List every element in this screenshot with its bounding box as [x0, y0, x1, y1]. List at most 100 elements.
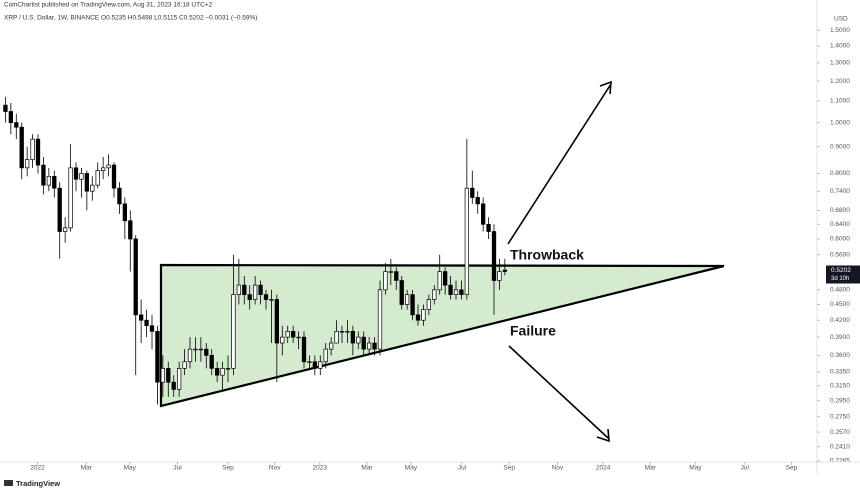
candle-body	[480, 203, 486, 225]
y-tick-label: 0.3600	[830, 352, 850, 359]
y-tick-label: 0.3150	[830, 382, 850, 389]
y-axis: 1.5000 1.4000 1.3000 1.2000 1.1000 1.0000 0.90…	[816, 0, 860, 474]
candle-body	[14, 122, 19, 128]
candle-body	[339, 331, 345, 333]
candle-body	[111, 164, 117, 189]
candle-body	[214, 368, 220, 376]
candle-body	[171, 381, 176, 390]
candle-body	[242, 284, 247, 295]
annotation: Failure	[510, 323, 556, 339]
x-tick-label: Nov	[269, 465, 281, 472]
candle-body	[453, 289, 459, 295]
candle-body	[24, 159, 30, 169]
candle-body	[312, 361, 318, 369]
footer: TradingView	[16, 479, 60, 488]
x-tick-label: Nov	[552, 465, 564, 472]
y-tick-label: 1.3000	[830, 60, 850, 67]
x-tick-label: May	[689, 465, 702, 472]
y-tick-label: 0.2410	[830, 443, 850, 450]
x-tick-label: Mar	[361, 465, 373, 472]
arrow-up	[507, 83, 612, 245]
arrow-down	[508, 345, 609, 439]
y-tick-label: 0.3350	[830, 368, 850, 375]
y-tick-label: 0.8000	[830, 170, 850, 177]
candle-body	[138, 314, 144, 321]
candle-body	[100, 167, 106, 171]
candle-body	[231, 294, 236, 369]
candle-body	[95, 170, 100, 186]
y-tick-label: 0.2750	[830, 413, 850, 420]
candles	[3, 96, 508, 405]
x-tick-label: Jul	[458, 465, 467, 472]
candle-body	[491, 231, 497, 281]
candle-body	[274, 299, 280, 344]
arrow-head	[599, 80, 612, 95]
candle-body	[410, 294, 415, 316]
candle-body	[220, 368, 225, 376]
candle-body	[117, 187, 122, 205]
y-tick-label: 1.4000	[830, 43, 850, 50]
y-tick-label: 1.5000	[830, 27, 850, 34]
candle-body	[345, 331, 350, 333]
candle-body	[280, 336, 285, 344]
chart-title: XRP / U.S. Dollar, 1W, BINANCE O0.5235 H…	[4, 15, 257, 22]
y-tick-label: 0.3900	[830, 334, 850, 341]
y-tick-label: 1.1000	[830, 98, 850, 105]
candle-body	[448, 284, 453, 295]
candle-body	[432, 289, 437, 300]
price-tag-label: 0.5202	[831, 267, 851, 274]
y-tick-label: 0.7400	[830, 188, 850, 195]
x-tick-label: 2022	[30, 465, 45, 472]
price-tag	[826, 265, 860, 284]
candle-body	[388, 271, 394, 273]
candle-body	[290, 331, 296, 338]
y-tick-label: 0.2570	[830, 429, 850, 436]
candle-body	[486, 223, 491, 232]
candle-body	[421, 309, 426, 321]
candle-body	[155, 331, 160, 383]
currency: USD	[834, 16, 848, 23]
x-tick-label: May	[124, 465, 137, 472]
candle-body	[437, 271, 442, 291]
candle-body	[149, 325, 155, 332]
y-tick-label: 1.2000	[830, 78, 850, 85]
candle-body	[475, 197, 480, 205]
candle-body	[30, 138, 35, 160]
logo-mark	[4, 480, 13, 486]
y-tick-label: 0.2950	[830, 397, 850, 404]
candle-body	[144, 319, 149, 327]
x-tick-label: Mar	[645, 465, 657, 472]
candle-body	[269, 299, 274, 301]
candle-body	[301, 336, 307, 363]
arrow-head	[596, 428, 610, 443]
candle-body	[415, 314, 421, 321]
candle-body	[307, 361, 312, 363]
candle-body	[122, 203, 128, 222]
candle-body	[263, 294, 269, 300]
candle-body	[356, 336, 361, 344]
y-tick-label: 0.4500	[830, 301, 850, 308]
x-tick-label: Sep	[503, 465, 515, 472]
candle-body	[399, 280, 404, 305]
candle-body	[8, 111, 14, 123]
y-tick-label: 0.4200	[830, 317, 850, 324]
arrows	[507, 80, 612, 443]
candle-body	[464, 187, 470, 295]
candle-body	[68, 167, 73, 229]
x-tick-label: Mar	[81, 465, 93, 472]
candle-body	[84, 173, 90, 192]
candle-body	[176, 368, 182, 390]
candle-body	[377, 289, 383, 350]
candle-body	[442, 271, 448, 286]
y-tick-label: 0.5600	[830, 251, 850, 258]
y-tick-label: 0.6400	[830, 221, 850, 228]
x-tick-label: Sep	[222, 465, 234, 472]
candle-body	[35, 138, 41, 166]
candle-body	[258, 284, 263, 295]
candle-body	[350, 331, 356, 344]
pattern-layer	[159, 263, 725, 408]
candle-body	[247, 294, 252, 300]
candle-body	[79, 173, 84, 180]
y-tick-label: 0.4800	[830, 287, 850, 294]
